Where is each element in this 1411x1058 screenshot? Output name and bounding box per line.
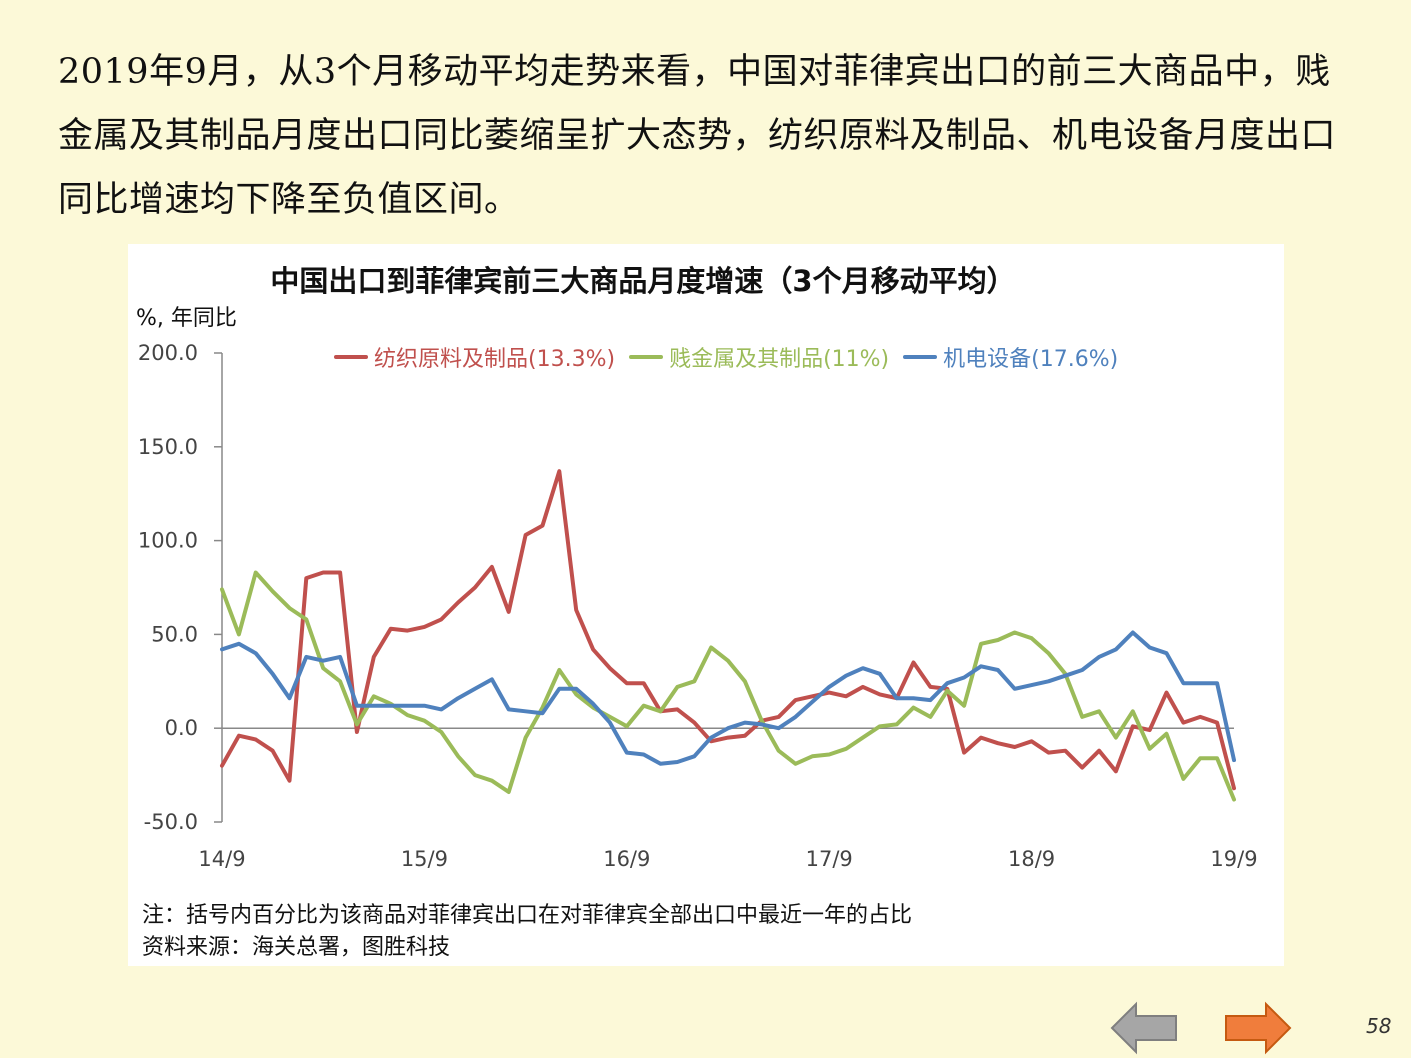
x-tick-label: 18/9 — [1008, 847, 1055, 871]
x-tick-label: 17/9 — [806, 847, 853, 871]
chart-title: 中国出口到菲律宾前三大商品月度增速（3个月移动平均） — [270, 264, 1016, 298]
footnote: 注：括号内百分比为该商品对菲律宾出口在对菲律宾全部出口中最近一年的占比 — [142, 903, 913, 928]
legend-label-base-metals: 贱金属及其制品(11%) — [669, 347, 890, 372]
forward-arrow-icon — [1225, 1001, 1292, 1055]
legend-swatch-base-metals — [629, 355, 664, 359]
y-tick-label: 200.0 — [138, 341, 198, 365]
y-tick-label: -50.0 — [144, 810, 198, 834]
legend-swatch-textiles — [334, 355, 368, 359]
legend-label-machinery: 机电设备(17.6%) — [943, 347, 1119, 372]
data-source: 资料来源：海关总署，图胜科技 — [142, 935, 451, 960]
y-tick-label: 150.0 — [138, 435, 198, 459]
legend-item-textiles: 纺织原料及制品(13.3%) — [334, 341, 615, 373]
series-line-0 — [220, 469, 1236, 791]
legend-item-machinery: 机电设备(17.6%) — [903, 341, 1118, 373]
y-tick-label: 100.0 — [138, 529, 198, 553]
x-tick-label: 19/9 — [1210, 847, 1257, 871]
chart-notes: 注：括号内百分比为该商品对菲律宾出口在对菲律宾全部出口中最近一年的占比 资料来源… — [142, 900, 912, 964]
legend-label-textiles: 纺织原料及制品(13.3%) — [374, 347, 616, 372]
legend-swatch-machinery — [903, 355, 938, 359]
x-tick-label: 14/9 — [198, 847, 245, 871]
series-line-2 — [220, 630, 1236, 766]
y-tick-label: 50.0 — [151, 622, 198, 646]
x-tick-label: 16/9 — [603, 847, 650, 871]
intro-paragraph: 2019年9月，从3个月移动平均走势来看，中国对菲律宾出口的前三大商品中，贱金属… — [58, 52, 1337, 220]
chart-legend: 纺织原料及制品(13.3%) 贱金属及其制品(11%) 机电设备(17.6%) — [334, 342, 1132, 372]
y-axis-unit: %, 年同比 — [136, 306, 237, 331]
chart-panel: 200.0 150.0 100.0 50.0 0.0 -50.0 14/9 15/9 16/9 1… — [128, 244, 1284, 966]
back-arrow-icon — [1110, 1001, 1177, 1055]
forward-arrow-button[interactable] — [1222, 1000, 1292, 1056]
x-tick-label: 15/9 — [401, 847, 448, 871]
legend-item-base-metals: 贱金属及其制品(11%) — [629, 341, 889, 373]
back-arrow-button[interactable] — [1110, 1000, 1180, 1056]
y-tick-label: 0.0 — [165, 716, 198, 740]
page-number: 58 — [1366, 1014, 1392, 1038]
line-chart: 200.0 150.0 100.0 50.0 0.0 -50.014/9 15/9 16/9 1… — [138, 341, 1258, 871]
